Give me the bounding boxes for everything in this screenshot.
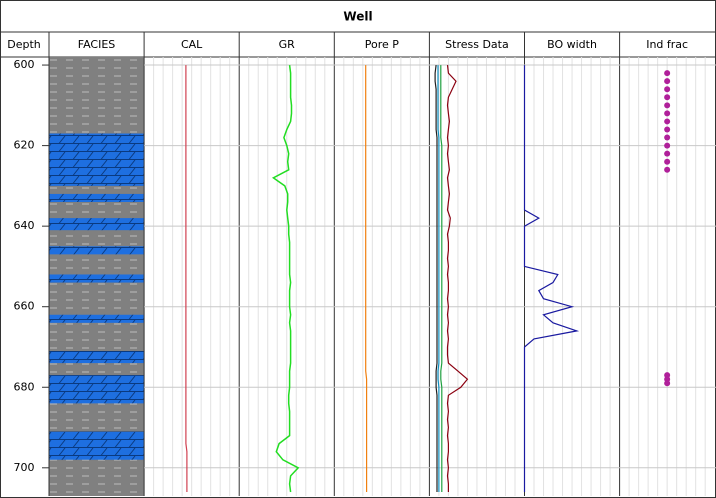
ind-frac-point bbox=[664, 86, 671, 93]
limestone-pattern bbox=[49, 431, 145, 460]
limestone-pattern bbox=[49, 193, 145, 202]
ind-frac-point bbox=[664, 94, 671, 101]
log-curve bbox=[271, 65, 300, 493]
track-header: Pore P bbox=[365, 38, 400, 51]
ind-frac-point bbox=[664, 150, 671, 157]
ind-frac-point bbox=[664, 166, 671, 173]
log-curve bbox=[365, 65, 368, 492]
depth-tick-label: 620 bbox=[14, 139, 35, 152]
log-curve bbox=[185, 65, 188, 492]
limestone-pattern bbox=[49, 274, 145, 283]
ind-frac-point bbox=[664, 102, 671, 109]
track-header: FACIES bbox=[78, 38, 116, 51]
track-header: BO width bbox=[547, 38, 597, 51]
ind-frac-point bbox=[664, 70, 671, 77]
track-header: CAL bbox=[181, 38, 203, 51]
depth-header: Depth bbox=[7, 38, 41, 51]
ind-frac-point bbox=[664, 78, 671, 85]
log-curve bbox=[440, 65, 443, 492]
ind-frac-point bbox=[664, 134, 671, 141]
limestone-pattern bbox=[49, 375, 145, 404]
depth-tick-label: 640 bbox=[14, 219, 35, 232]
track-header: GR bbox=[279, 38, 296, 51]
ind-frac-point bbox=[664, 380, 671, 387]
ind-frac-point bbox=[664, 158, 671, 165]
depth-tick-label: 600 bbox=[14, 58, 35, 71]
limestone-pattern bbox=[49, 351, 145, 364]
limestone-pattern bbox=[49, 314, 145, 323]
log-curve bbox=[523, 65, 580, 492]
ind-frac-point bbox=[664, 142, 671, 149]
ind-frac-point bbox=[664, 110, 671, 117]
depth-tick-label: 700 bbox=[14, 461, 35, 474]
chart-title: Well bbox=[343, 10, 372, 24]
depth-tick-label: 660 bbox=[14, 300, 35, 313]
limestone-pattern bbox=[49, 133, 145, 186]
depth-tick-label: 680 bbox=[14, 380, 35, 393]
limestone-pattern bbox=[49, 246, 145, 255]
ind-frac-point bbox=[664, 126, 671, 133]
log-curve bbox=[446, 65, 469, 492]
log-curve bbox=[437, 65, 440, 492]
log-curve bbox=[434, 65, 438, 492]
limestone-pattern bbox=[49, 218, 145, 231]
ind-frac-point bbox=[664, 118, 671, 125]
track-header: Ind frac bbox=[646, 38, 688, 51]
track-header: Stress Data bbox=[445, 38, 509, 51]
